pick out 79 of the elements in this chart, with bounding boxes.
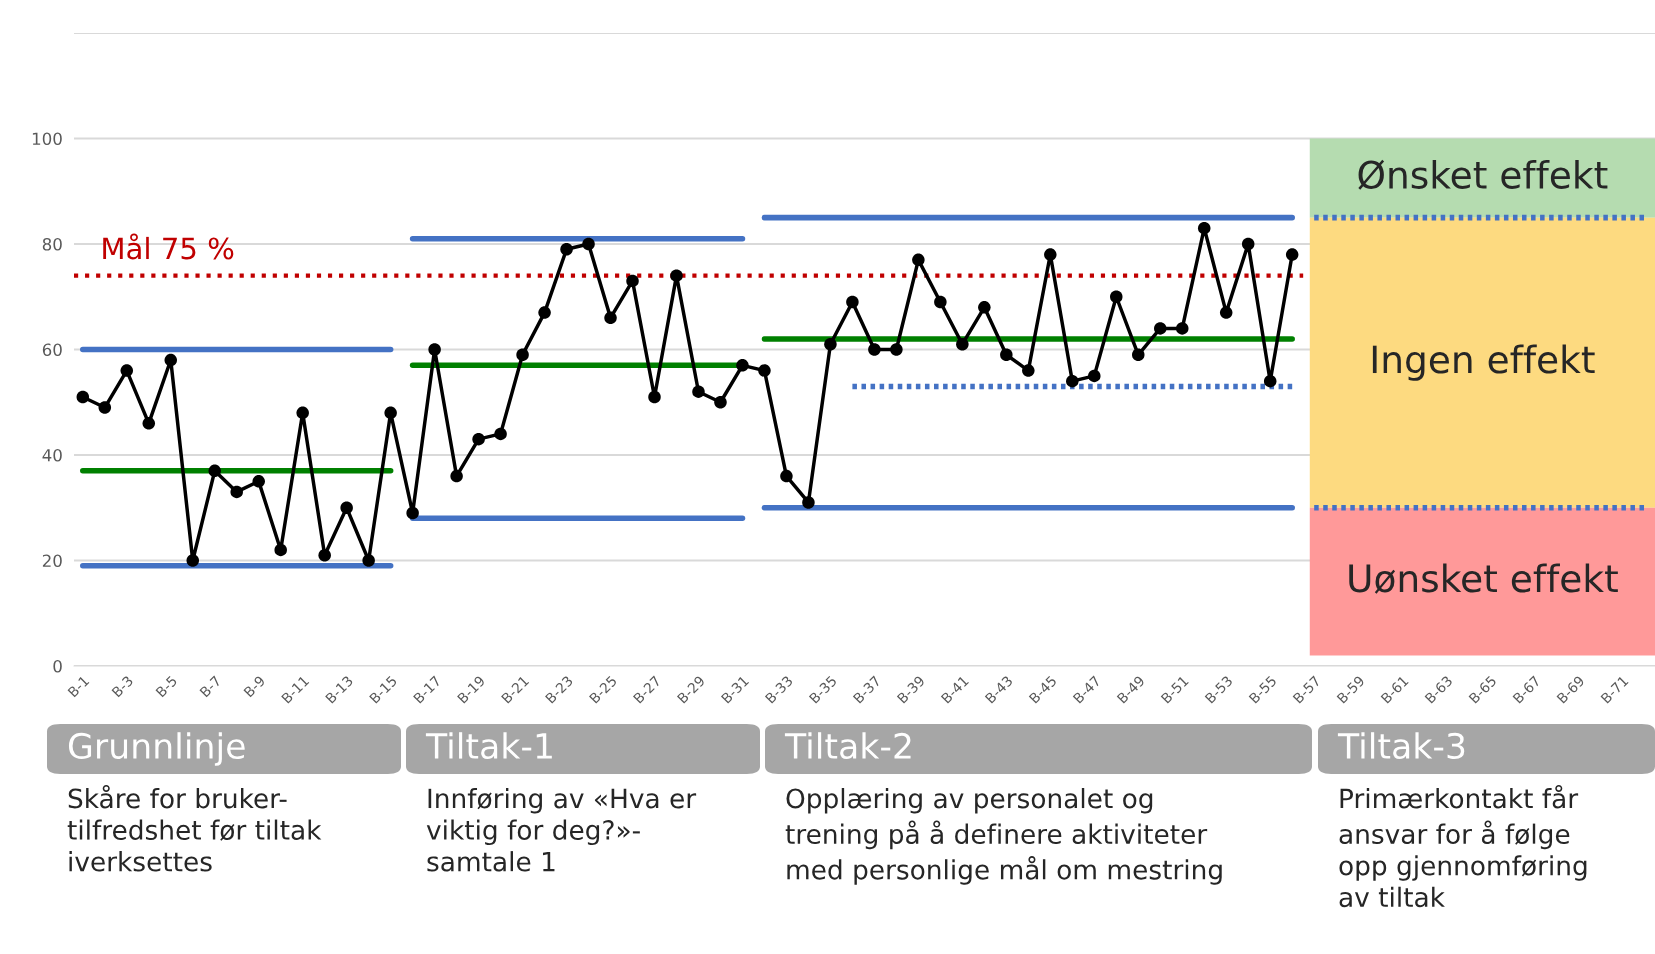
point bbox=[648, 390, 661, 404]
point bbox=[582, 237, 595, 251]
x-tick-label: B-9 bbox=[243, 675, 266, 698]
point bbox=[1263, 374, 1277, 388]
y-tick-label: 0 bbox=[53, 659, 62, 673]
point bbox=[76, 390, 90, 404]
point bbox=[230, 485, 243, 499]
point bbox=[934, 295, 947, 309]
point bbox=[142, 417, 156, 430]
band-label: Uønsket effekt bbox=[1349, 563, 1618, 594]
point bbox=[186, 554, 199, 567]
point bbox=[340, 501, 353, 514]
point bbox=[472, 432, 485, 446]
point bbox=[208, 464, 221, 478]
point bbox=[1219, 306, 1233, 319]
point bbox=[296, 406, 309, 420]
point bbox=[450, 469, 463, 483]
ref-line-label: Mål 75 % bbox=[103, 233, 234, 260]
point bbox=[1154, 322, 1167, 335]
point bbox=[758, 364, 771, 377]
point bbox=[164, 353, 177, 367]
point bbox=[538, 306, 551, 319]
point bbox=[670, 269, 683, 282]
point bbox=[1285, 248, 1299, 261]
point bbox=[1197, 221, 1211, 235]
text: Tiltak-2 bbox=[784, 732, 911, 760]
point bbox=[560, 243, 573, 256]
text: Primærkontakt får ansvar for å følge opp gjennomføring av tiltak bbox=[1339, 784, 1587, 908]
point bbox=[1241, 237, 1255, 251]
point bbox=[626, 274, 639, 288]
point bbox=[494, 427, 507, 441]
point bbox=[890, 343, 903, 356]
point bbox=[318, 548, 331, 562]
point bbox=[1066, 374, 1079, 388]
band-label: Ønsket effekt bbox=[1358, 159, 1608, 190]
band-label: Ingen effekt bbox=[1372, 344, 1595, 381]
point bbox=[1000, 348, 1013, 362]
point bbox=[604, 311, 617, 325]
text: Skåre for bruker- tilfredshet før tiltak iverksettes bbox=[67, 784, 322, 872]
point bbox=[912, 253, 925, 267]
point bbox=[516, 348, 529, 362]
point bbox=[362, 554, 375, 567]
y-tick-label: 80 bbox=[42, 237, 62, 251]
point bbox=[1175, 322, 1189, 335]
point bbox=[780, 469, 793, 483]
point bbox=[846, 295, 859, 309]
point bbox=[120, 364, 134, 377]
y-tick-label: 100 bbox=[32, 132, 62, 146]
text: Innføring av «Hva er viktig for deg?»- samtale 1 bbox=[426, 788, 697, 872]
point bbox=[736, 359, 749, 372]
x-tick-label: B-1 bbox=[67, 675, 90, 698]
point bbox=[406, 506, 419, 520]
text: Opplæring av personalet og trening på å definere aktiviteter med personlige mål om mestring bbox=[785, 788, 1222, 885]
point bbox=[802, 496, 815, 509]
point bbox=[384, 406, 397, 420]
point bbox=[978, 301, 991, 314]
point bbox=[956, 337, 969, 351]
point bbox=[98, 401, 112, 414]
point bbox=[1132, 348, 1145, 362]
point bbox=[714, 396, 727, 409]
y-tick-label: 60 bbox=[42, 343, 62, 357]
point bbox=[252, 475, 265, 488]
point bbox=[692, 385, 705, 398]
point bbox=[1022, 364, 1035, 377]
y-tick-label: 40 bbox=[42, 448, 62, 462]
point bbox=[824, 337, 837, 351]
x-tick-label: B-5 bbox=[155, 675, 178, 698]
point bbox=[428, 343, 441, 356]
point bbox=[868, 343, 881, 356]
x-tick-label: B-7 bbox=[199, 675, 222, 698]
point bbox=[274, 543, 287, 557]
point bbox=[1044, 248, 1057, 261]
point bbox=[1088, 369, 1101, 383]
text: Tiltak-1 bbox=[425, 732, 552, 760]
text: Grunnlinje bbox=[68, 732, 245, 766]
x-tick-label: B-3 bbox=[111, 675, 134, 698]
y-tick-label: 20 bbox=[42, 554, 62, 568]
text: Tiltak-3 bbox=[1337, 732, 1465, 760]
point bbox=[1110, 290, 1123, 303]
